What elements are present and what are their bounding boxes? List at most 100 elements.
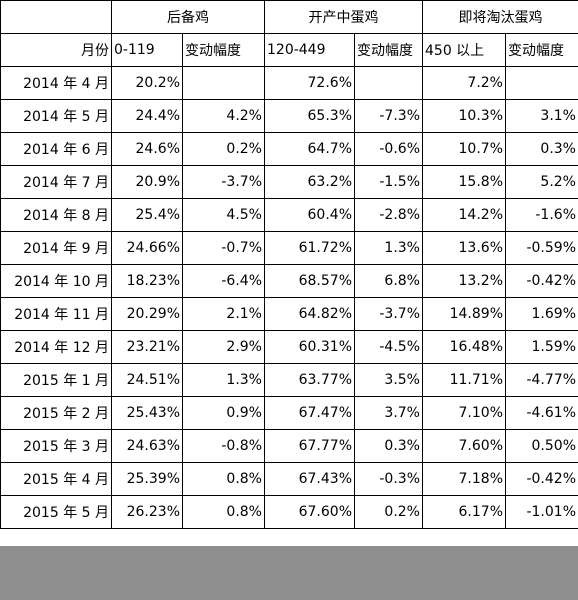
month-cell: 2015 年 5 月 <box>0 495 112 529</box>
range-header-laying: 120-449 <box>264 33 355 67</box>
culling-change-cell: -1.01% <box>505 495 578 529</box>
reserve-change-cell: -6.4% <box>182 264 265 298</box>
culling-share-cell: 11.71% <box>422 363 506 397</box>
header-row-subheaders: 月份 0-119 变动幅度 120-449 变动幅度 450 以上 变动幅度 <box>0 33 578 67</box>
laying-share-cell: 68.57% <box>264 264 355 298</box>
culling-share-cell: 10.7% <box>422 132 506 166</box>
change-header-laying: 变动幅度 <box>354 33 423 67</box>
reserve-change-cell: 0.8% <box>182 462 265 496</box>
month-cell: 2014 年 5 月 <box>0 99 112 133</box>
reserve-share-cell: 24.4% <box>111 99 183 133</box>
month-cell: 2014 年 8 月 <box>0 198 112 232</box>
laying-share-cell: 60.4% <box>264 198 355 232</box>
reserve-share-cell: 20.29% <box>111 297 183 331</box>
laying-share-cell: 72.6% <box>264 66 355 100</box>
month-cell: 2015 年 2 月 <box>0 396 112 430</box>
culling-share-cell: 13.2% <box>422 264 506 298</box>
laying-change-cell <box>354 66 423 100</box>
laying-change-cell: 1.3% <box>354 231 423 265</box>
reserve-share-cell: 24.6% <box>111 132 183 166</box>
culling-share-cell: 16.48% <box>422 330 506 364</box>
culling-share-cell: 14.89% <box>422 297 506 331</box>
culling-share-cell: 7.60% <box>422 429 506 463</box>
reserve-change-cell: 0.9% <box>182 396 265 430</box>
month-cell: 2015 年 1 月 <box>0 363 112 397</box>
laying-change-cell: -7.3% <box>354 99 423 133</box>
culling-change-cell: -4.61% <box>505 396 578 430</box>
culling-change-cell <box>505 66 578 100</box>
laying-share-cell: 67.60% <box>264 495 355 529</box>
table-body: 后备鸡 开产中蛋鸡 即将淘汰蛋鸡 月份 0-119 变动幅度 120-449 变… <box>0 0 578 529</box>
laying-change-cell: -4.5% <box>354 330 423 364</box>
month-cell: 2014 年 4 月 <box>0 66 112 100</box>
laying-change-cell: 0.3% <box>354 429 423 463</box>
laying-share-cell: 64.7% <box>264 132 355 166</box>
table-row: 2015 年 5 月 26.23% 0.8% 67.60% 0.2% 6.17% -1.01… <box>0 495 578 529</box>
reserve-change-cell: 4.5% <box>182 198 265 232</box>
laying-share-cell: 60.31% <box>264 330 355 364</box>
culling-share-cell: 7.2% <box>422 66 506 100</box>
culling-change-cell: 1.59% <box>505 330 578 364</box>
reserve-share-cell: 25.4% <box>111 198 183 232</box>
culling-change-cell: -1.6% <box>505 198 578 232</box>
month-header: 月份 <box>0 33 112 67</box>
reserve-change-cell: -0.8% <box>182 429 265 463</box>
reserve-change-cell: 4.2% <box>182 99 265 133</box>
table-row: 2014 年 10 月 18.23% -6.4% 68.57% 6.8% 13.2% -0.… <box>0 264 578 298</box>
laying-change-cell: -2.8% <box>354 198 423 232</box>
month-cell: 2014 年 10 月 <box>0 264 112 298</box>
egg-hen-structure-table: 后备鸡 开产中蛋鸡 即将淘汰蛋鸡 月份 0-119 变动幅度 120-449 变… <box>0 0 578 529</box>
group-header-laying: 开产中蛋鸡 <box>264 0 423 34</box>
table-row: 2015 年 2 月 25.43% 0.9% 67.47% 3.7% 7.10% -4.61… <box>0 396 578 430</box>
reserve-share-cell: 23.21% <box>111 330 183 364</box>
reserve-share-cell: 20.9% <box>111 165 183 199</box>
range-header-reserve: 0-119 <box>111 33 183 67</box>
laying-change-cell: -0.3% <box>354 462 423 496</box>
table-row: 2014 年 8 月 25.4% 4.5% 60.4% -2.8% 14.2% -1.6% <box>0 198 578 232</box>
month-cell: 2014 年 9 月 <box>0 231 112 265</box>
culling-share-cell: 6.17% <box>422 495 506 529</box>
culling-change-cell: 0.50% <box>505 429 578 463</box>
month-cell: 2014 年 7 月 <box>0 165 112 199</box>
month-cell: 2015 年 3 月 <box>0 429 112 463</box>
table-row: 2014 年 12 月 23.21% 2.9% 60.31% -4.5% 16.48% 1.… <box>0 330 578 364</box>
reserve-share-cell: 18.23% <box>111 264 183 298</box>
reserve-change-cell <box>182 66 265 100</box>
reserve-share-cell: 26.23% <box>111 495 183 529</box>
laying-change-cell: 6.8% <box>354 264 423 298</box>
laying-change-cell: 3.5% <box>354 363 423 397</box>
table-row: 2014 年 9 月 24.66% -0.7% 61.72% 1.3% 13.6% -0.5… <box>0 231 578 265</box>
month-cell: 2014 年 11 月 <box>0 297 112 331</box>
change-header-culling: 变动幅度 <box>505 33 578 67</box>
reserve-share-cell: 25.43% <box>111 396 183 430</box>
month-cell: 2015 年 4 月 <box>0 462 112 496</box>
change-header-reserve: 变动幅度 <box>182 33 265 67</box>
culling-share-cell: 7.10% <box>422 396 506 430</box>
laying-change-cell: 3.7% <box>354 396 423 430</box>
culling-share-cell: 7.18% <box>422 462 506 496</box>
table-row: 2015 年 3 月 24.63% -0.8% 67.77% 0.3% 7.60% 0.50… <box>0 429 578 463</box>
reserve-change-cell: 1.3% <box>182 363 265 397</box>
reserve-share-cell: 24.66% <box>111 231 183 265</box>
laying-change-cell: 0.2% <box>354 495 423 529</box>
group-header-reserve: 后备鸡 <box>111 0 265 34</box>
laying-change-cell: -3.7% <box>354 297 423 331</box>
culling-change-cell: 3.1% <box>505 99 578 133</box>
table-row: 2015 年 4 月 25.39% 0.8% 67.43% -0.3% 7.18% -0.4… <box>0 462 578 496</box>
culling-change-cell: 5.2% <box>505 165 578 199</box>
month-cell: 2014 年 6 月 <box>0 132 112 166</box>
reserve-change-cell: 0.2% <box>182 132 265 166</box>
culling-change-cell: 1.69% <box>505 297 578 331</box>
gray-footer-band <box>0 546 578 600</box>
laying-share-cell: 63.77% <box>264 363 355 397</box>
reserve-change-cell: 2.1% <box>182 297 265 331</box>
corner-cell <box>0 0 112 34</box>
laying-change-cell: -0.6% <box>354 132 423 166</box>
laying-share-cell: 65.3% <box>264 99 355 133</box>
reserve-share-cell: 20.2% <box>111 66 183 100</box>
table-row: 2014 年 11 月 20.29% 2.1% 64.82% -3.7% 14.89% 1.… <box>0 297 578 331</box>
culling-change-cell: -0.59% <box>505 231 578 265</box>
reserve-share-cell: 24.63% <box>111 429 183 463</box>
culling-share-cell: 10.3% <box>422 99 506 133</box>
culling-share-cell: 14.2% <box>422 198 506 232</box>
